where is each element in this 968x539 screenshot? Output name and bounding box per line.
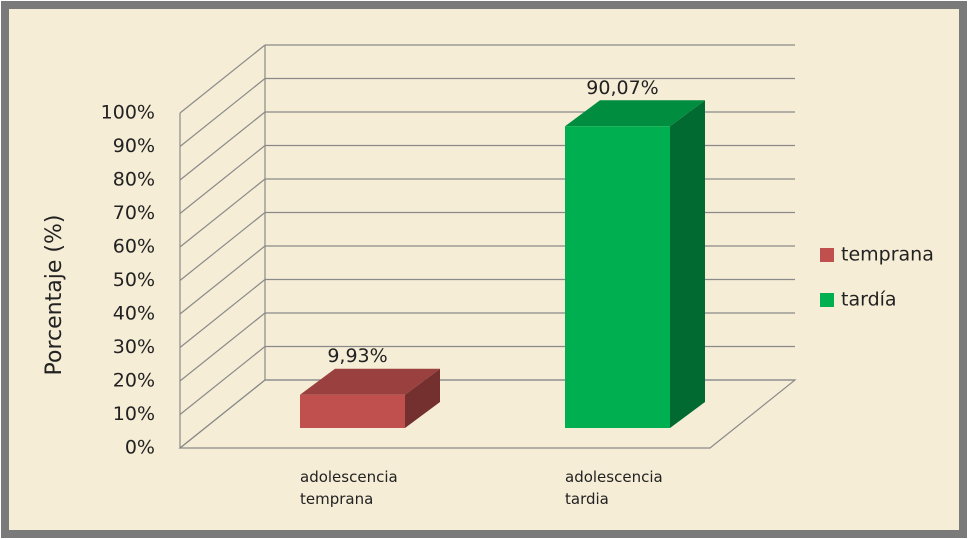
y-tick-label: 50% [113, 269, 155, 291]
bar-side [670, 100, 705, 428]
y-tick-label: 10% [113, 403, 155, 425]
y-tick-label: 100% [101, 102, 155, 124]
grid-line [179, 44, 266, 114]
grid-line [179, 245, 266, 315]
grid-line [179, 279, 266, 348]
bar [300, 394, 405, 428]
grid-line [179, 312, 266, 382]
y-tick-label: 40% [113, 303, 155, 325]
y-tick-label: 90% [113, 135, 155, 157]
y-tick-label: 0% [125, 437, 155, 459]
y-axis-title: Porcentaje (%) [42, 215, 67, 376]
value-label: 90,07% [586, 77, 658, 99]
grid-line [179, 346, 266, 415]
y-tick-label: 60% [113, 236, 155, 258]
grid-line [179, 212, 266, 281]
legend-label: tardía [841, 289, 897, 311]
legend-swatch [820, 293, 834, 307]
grid-line [179, 178, 266, 248]
grid-line [179, 111, 266, 181]
legend-swatch [820, 248, 834, 262]
grid-line [179, 379, 266, 449]
legend-label: temprana [841, 244, 934, 266]
grid-line [179, 145, 266, 214]
x-tick-label: adolescencia tardia [565, 468, 663, 508]
y-tick-label: 80% [113, 169, 155, 191]
x-tick-label: adolescencia temprana [300, 468, 398, 508]
bar-top [565, 100, 705, 127]
bar-top [300, 368, 440, 395]
bar-side [405, 368, 440, 428]
grid-line [179, 78, 266, 147]
y-tick-label: 20% [113, 370, 155, 392]
value-label: 9,93% [327, 345, 387, 367]
bar [565, 126, 670, 428]
y-tick-label: 70% [113, 202, 155, 224]
y-tick-label: 30% [113, 336, 155, 358]
